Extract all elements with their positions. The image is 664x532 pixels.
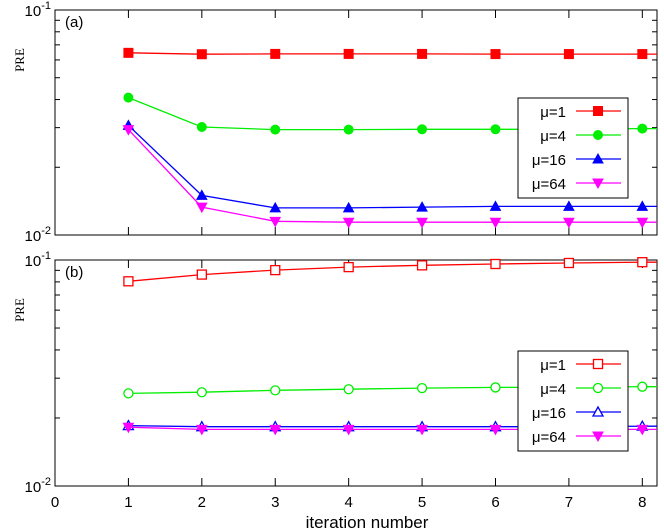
legend-label: μ=1 bbox=[540, 104, 566, 121]
data-point bbox=[637, 381, 648, 392]
legend-label: μ=4 bbox=[540, 128, 566, 145]
data-point bbox=[416, 217, 428, 229]
data-point bbox=[563, 217, 575, 229]
data-point bbox=[196, 269, 207, 280]
series-line-1 bbox=[128, 52, 657, 55]
data-point bbox=[270, 48, 281, 59]
x-axis-label: iteration number bbox=[306, 513, 429, 532]
data-point bbox=[343, 124, 354, 135]
data-point bbox=[343, 261, 354, 273]
data-point bbox=[637, 257, 648, 268]
legend-marker bbox=[593, 130, 603, 140]
data-point bbox=[123, 276, 134, 287]
data-point bbox=[342, 201, 355, 213]
panel-a: 10-1 10-2 PRE (a) μ=1 μ=4 μ=16 μ=64 bbox=[12, 0, 658, 245]
data-point bbox=[563, 49, 574, 60]
data-point bbox=[270, 385, 281, 396]
y-tick-label: 10-1 bbox=[25, 250, 51, 270]
data-point bbox=[342, 424, 355, 436]
data-point bbox=[489, 424, 502, 436]
data-point bbox=[343, 48, 354, 59]
panel-b: 10-1 10-20 1 2 3 4 5 6 7 8 PRE (b) μ=1 μ=4 μ=16 μ=64 bbox=[12, 250, 658, 511]
panel-label: (b) bbox=[65, 264, 83, 281]
data-point bbox=[637, 49, 648, 60]
legend-marker bbox=[593, 106, 603, 116]
legend-marker bbox=[591, 405, 605, 417]
plot-frame bbox=[54, 9, 658, 236]
x-tick-label: 2 bbox=[198, 494, 206, 511]
data-point bbox=[196, 387, 207, 398]
data-point bbox=[490, 382, 501, 393]
data-point bbox=[563, 257, 575, 269]
x-tick-label: 4 bbox=[344, 494, 352, 511]
data-point bbox=[196, 49, 207, 60]
data-point bbox=[563, 200, 575, 211]
data-point bbox=[490, 49, 501, 60]
data-point bbox=[637, 123, 648, 134]
data-point bbox=[416, 260, 428, 271]
legend-label: μ=16 bbox=[532, 405, 566, 422]
data-point bbox=[269, 201, 282, 213]
data-point bbox=[269, 216, 282, 228]
data-point bbox=[269, 424, 282, 436]
data-point bbox=[270, 124, 281, 135]
plot-frame bbox=[54, 259, 658, 487]
data-point bbox=[416, 382, 428, 394]
y-tick-label: 10-2 bbox=[25, 476, 51, 496]
x-tick-label: 5 bbox=[418, 494, 426, 511]
x-tick-label: 0 bbox=[51, 494, 59, 511]
data-point bbox=[490, 124, 501, 135]
data-point bbox=[490, 258, 501, 270]
series-line-1 bbox=[128, 261, 657, 282]
data-point bbox=[123, 47, 134, 58]
data-point bbox=[122, 125, 135, 136]
data-point bbox=[417, 124, 428, 135]
data-point bbox=[195, 424, 208, 436]
legend-box bbox=[517, 350, 629, 452]
data-point bbox=[123, 388, 134, 399]
y-tick-label: 10-1 bbox=[25, 0, 51, 20]
data-point bbox=[195, 202, 208, 214]
data-point bbox=[636, 424, 649, 436]
legend-label: μ=64 bbox=[532, 429, 566, 446]
x-tick-label: 1 bbox=[124, 494, 132, 511]
legend-box bbox=[517, 97, 629, 199]
x-tick-label: 8 bbox=[638, 494, 646, 511]
data-point bbox=[343, 384, 354, 395]
data-point bbox=[196, 121, 207, 132]
legend-label: μ=16 bbox=[532, 152, 566, 169]
data-point bbox=[195, 189, 208, 200]
data-point bbox=[417, 48, 428, 59]
y-tick-label: 10-2 bbox=[25, 225, 51, 245]
legend-label: μ=4 bbox=[540, 381, 566, 398]
legend-label: μ=1 bbox=[540, 357, 566, 374]
legend-marker bbox=[592, 431, 604, 443]
data-point bbox=[123, 92, 134, 103]
data-point bbox=[416, 201, 428, 212]
legend-marker bbox=[592, 358, 604, 370]
data-point bbox=[122, 422, 135, 434]
data-point bbox=[489, 217, 502, 229]
y-axis-label: PRE bbox=[12, 298, 27, 322]
y-axis-label: PRE bbox=[12, 48, 27, 72]
data-point bbox=[636, 217, 649, 229]
x-tick-label: 6 bbox=[491, 494, 499, 511]
x-tick-label: 3 bbox=[271, 494, 279, 511]
data-point bbox=[636, 200, 649, 211]
data-point bbox=[416, 424, 428, 436]
data-point bbox=[489, 200, 502, 211]
x-tick-label: 7 bbox=[565, 494, 573, 511]
legend-marker bbox=[592, 178, 604, 190]
legend-marker bbox=[592, 152, 604, 164]
data-point bbox=[342, 217, 355, 229]
panel-label: (a) bbox=[65, 14, 83, 31]
legend-label: μ=64 bbox=[532, 176, 566, 193]
data-point bbox=[270, 264, 281, 276]
legend-marker bbox=[592, 382, 604, 394]
